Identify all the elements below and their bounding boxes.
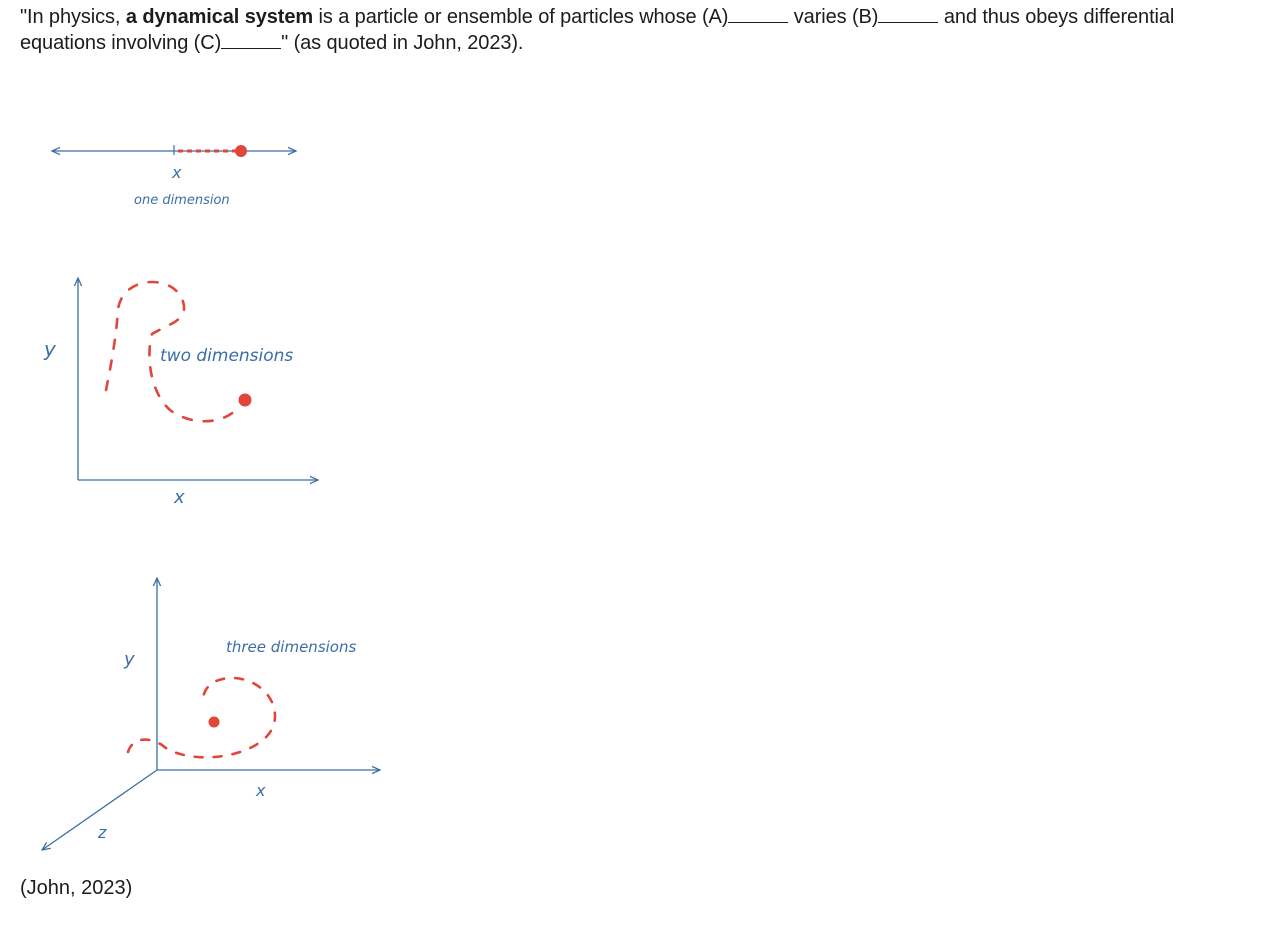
question-part-2: is a particle or ensemble of particles w… xyxy=(313,6,729,28)
y-label-2d: y xyxy=(43,337,57,361)
x-label-1d: x xyxy=(171,163,182,182)
blank-a[interactable] xyxy=(728,4,789,23)
three-dimension-diagram: y x z three dimensions xyxy=(42,578,380,850)
blank-b[interactable] xyxy=(878,4,939,23)
question-part-5: " (as quoted in John, 2023). xyxy=(281,32,524,54)
question-part-3: varies (B) xyxy=(788,6,879,28)
particle-3d xyxy=(208,716,220,728)
dimensions-figure: x one dimension y x two dimensions y x z… xyxy=(0,145,420,870)
question-part-1: "In physics, xyxy=(20,6,126,28)
figure-citation: (John, 2023) xyxy=(20,877,133,899)
path-3d xyxy=(126,676,277,759)
z-label-3d: z xyxy=(97,823,107,842)
caption-3d: three dimensions xyxy=(226,638,356,656)
caption-2d: two dimensions xyxy=(160,346,293,366)
x-label-2d: x xyxy=(173,487,185,508)
one-dimension-diagram: x one dimension xyxy=(52,145,296,208)
question-bold-term: a dynamical system xyxy=(125,6,314,28)
y-label-3d: y xyxy=(123,649,135,670)
question-text: "In physics, a dynamical system is a par… xyxy=(20,4,1260,56)
path-2d xyxy=(104,280,238,423)
z-axis-3d xyxy=(42,769,158,850)
caption-1d: one dimension xyxy=(134,193,230,208)
two-dimension-diagram: y x two dimensions xyxy=(43,278,318,508)
question-part-4: and thus obeys differential equations in… xyxy=(20,6,1175,54)
x-label-3d: x xyxy=(255,781,266,800)
blank-c[interactable] xyxy=(221,30,282,49)
particle-1d xyxy=(235,145,247,157)
particle-2d xyxy=(238,393,252,407)
